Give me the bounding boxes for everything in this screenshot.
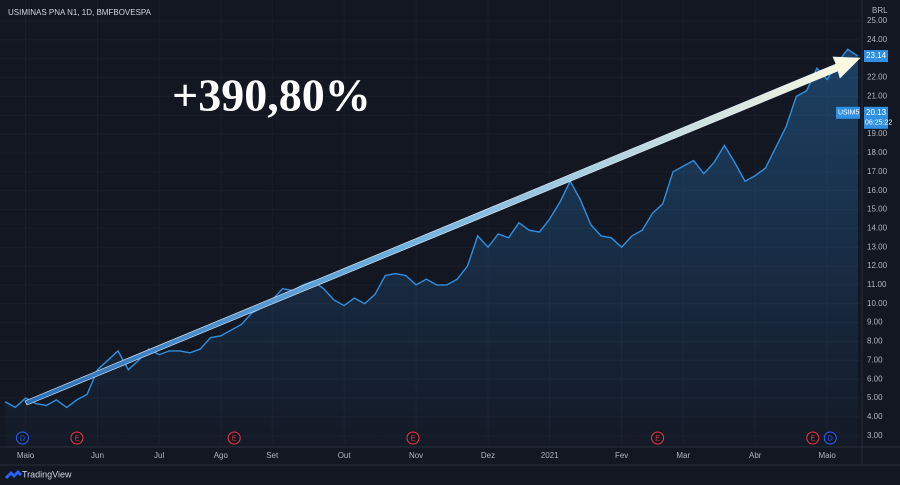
y-tick-label: 17.00 bbox=[867, 167, 888, 176]
x-tick-label: Set bbox=[266, 451, 279, 460]
event-label: E bbox=[655, 435, 660, 442]
marker-name-box bbox=[836, 106, 860, 119]
y-tick-label: 16.00 bbox=[867, 186, 888, 195]
event-label: E bbox=[75, 435, 80, 442]
event-label: E bbox=[232, 435, 237, 442]
arrow bbox=[24, 56, 861, 406]
area bbox=[5, 49, 858, 448]
x-tick-label: 2021 bbox=[541, 451, 559, 460]
chart-title: USIMINAS PNA N1, 1D, BMFBOVESPA bbox=[8, 8, 152, 17]
y-tick-label: 8.00 bbox=[867, 337, 883, 346]
plot bbox=[4, 48, 859, 448]
y-tick-label: 3.00 bbox=[867, 431, 883, 440]
y-tick-label: 5.00 bbox=[867, 393, 883, 402]
brand: TradingView bbox=[22, 469, 72, 479]
x-tick-label: Out bbox=[338, 451, 352, 460]
y-tick-label: 24.00 bbox=[867, 35, 888, 44]
x-tick-label: Jun bbox=[91, 451, 104, 460]
event-label: D bbox=[20, 435, 25, 442]
x-tick-label: Abr bbox=[749, 451, 762, 460]
event-marker bbox=[651, 431, 665, 445]
event-marker bbox=[70, 431, 84, 445]
x-tick-label: Dez bbox=[481, 451, 495, 460]
marker-value-box bbox=[864, 106, 888, 129]
x-tick-label: Maio bbox=[17, 451, 35, 460]
event-marker bbox=[823, 431, 837, 445]
y-tick-label: 22.00 bbox=[867, 73, 888, 82]
x-tick-label: Ago bbox=[214, 451, 229, 460]
annotation: +390,80% bbox=[172, 70, 371, 121]
marker-time: 06:25:22 bbox=[865, 120, 892, 127]
y-tick-label: 9.00 bbox=[867, 318, 883, 327]
x-tick-label: Mar bbox=[676, 451, 690, 460]
y-tick-label: 25.00 bbox=[867, 16, 888, 25]
event-label: E bbox=[810, 435, 815, 442]
event-marker bbox=[227, 431, 241, 445]
event-marker bbox=[15, 431, 29, 445]
brand-logo: TradingView bbox=[5, 469, 72, 479]
y-tick-label: 19.00 bbox=[867, 129, 888, 138]
event-marker bbox=[806, 431, 820, 445]
x-tick-label: Fev bbox=[615, 451, 628, 460]
logo-icon bbox=[5, 470, 22, 479]
last-price-box bbox=[864, 50, 888, 63]
y-tick-label: 7.00 bbox=[867, 355, 883, 364]
y-tick-label: 21.00 bbox=[867, 92, 888, 101]
y-tick-label: 10.00 bbox=[867, 299, 888, 308]
y-tick-label: 18.00 bbox=[867, 148, 888, 157]
y-tick-label: 14.00 bbox=[867, 223, 888, 232]
event-marker bbox=[406, 431, 420, 445]
y-tick-label: 15.00 bbox=[867, 205, 888, 214]
currency: BRL bbox=[872, 6, 888, 15]
x-tick-label: Maio bbox=[818, 451, 836, 460]
marker-name: USIM5 bbox=[838, 110, 860, 117]
y-tick-label: 6.00 bbox=[867, 374, 883, 383]
y-tick-label: 13.00 bbox=[867, 242, 888, 251]
y-tick-label: 4.00 bbox=[867, 412, 883, 421]
y-tick-label: 12.00 bbox=[867, 261, 888, 270]
last-price-label: 23.14 bbox=[866, 51, 887, 60]
y-tick-label: 11.00 bbox=[867, 280, 887, 289]
x-tick-label: Jul bbox=[154, 451, 164, 460]
marker-value: 20.13 bbox=[866, 108, 887, 117]
event-label: E bbox=[411, 435, 416, 442]
x-tick-label: Nov bbox=[409, 451, 423, 460]
event-label: D bbox=[828, 435, 833, 442]
